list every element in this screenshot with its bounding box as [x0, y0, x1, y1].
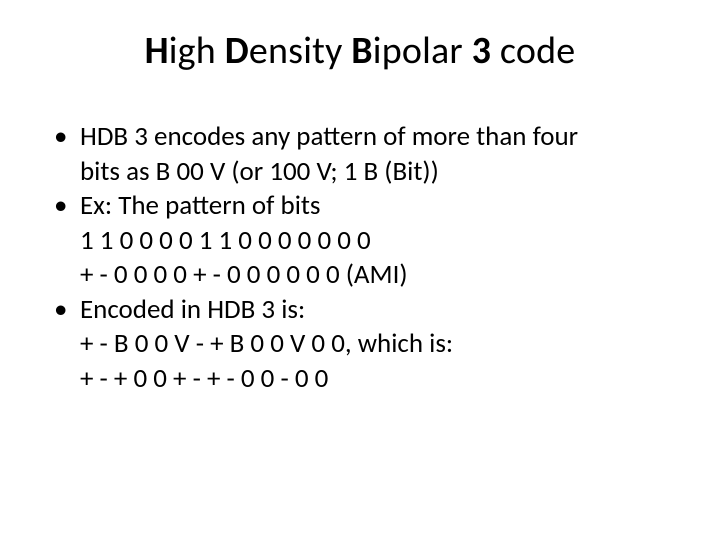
title-frag-code: code — [491, 28, 575, 74]
title-letter-b: B — [351, 28, 373, 74]
hdb3-result-line: + - + 0 0 + - + - 0 0 - 0 0 — [40, 362, 680, 397]
ami-line: + - 0 0 0 0 + - 0 0 0 0 0 0 (AMI) — [40, 258, 680, 293]
bullet-3-text: Encoded in HDB 3 is: — [80, 293, 305, 326]
slide-title: High Density Bipolar 3 code — [40, 28, 680, 74]
slide: High Density Bipolar 3 code HDB 3 encode… — [0, 0, 720, 540]
title-frag-ensity: ensity — [249, 28, 351, 74]
bullet-2: Ex: The pattern of bits — [40, 189, 680, 224]
bullet-1-line-1: HDB 3 encodes any pattern of more than f… — [80, 120, 578, 153]
title-letter-d: D — [225, 28, 249, 74]
title-letter-h: H — [145, 28, 169, 74]
bullet-1: HDB 3 encodes any pattern of more than f… — [40, 120, 680, 155]
hdb3-encoded-line: + - B 0 0 V - + B 0 0 V 0 0, which is: — [40, 327, 680, 362]
title-number-3: 3 — [472, 28, 491, 74]
bullet-1-line-2: bits as B 00 V (or 100 V; 1 B (Bit)) — [40, 155, 680, 190]
bullet-3: Encoded in HDB 3 is: — [40, 293, 680, 328]
title-frag-igh: igh — [169, 28, 225, 74]
pattern-bits-line: 1 1 0 0 0 0 1 1 0 0 0 0 0 0 0 — [40, 224, 680, 259]
slide-body: HDB 3 encodes any pattern of more than f… — [40, 120, 680, 396]
title-frag-ipolar: ipolar — [373, 28, 472, 74]
bullet-2-text: Ex: The pattern of bits — [80, 189, 321, 222]
